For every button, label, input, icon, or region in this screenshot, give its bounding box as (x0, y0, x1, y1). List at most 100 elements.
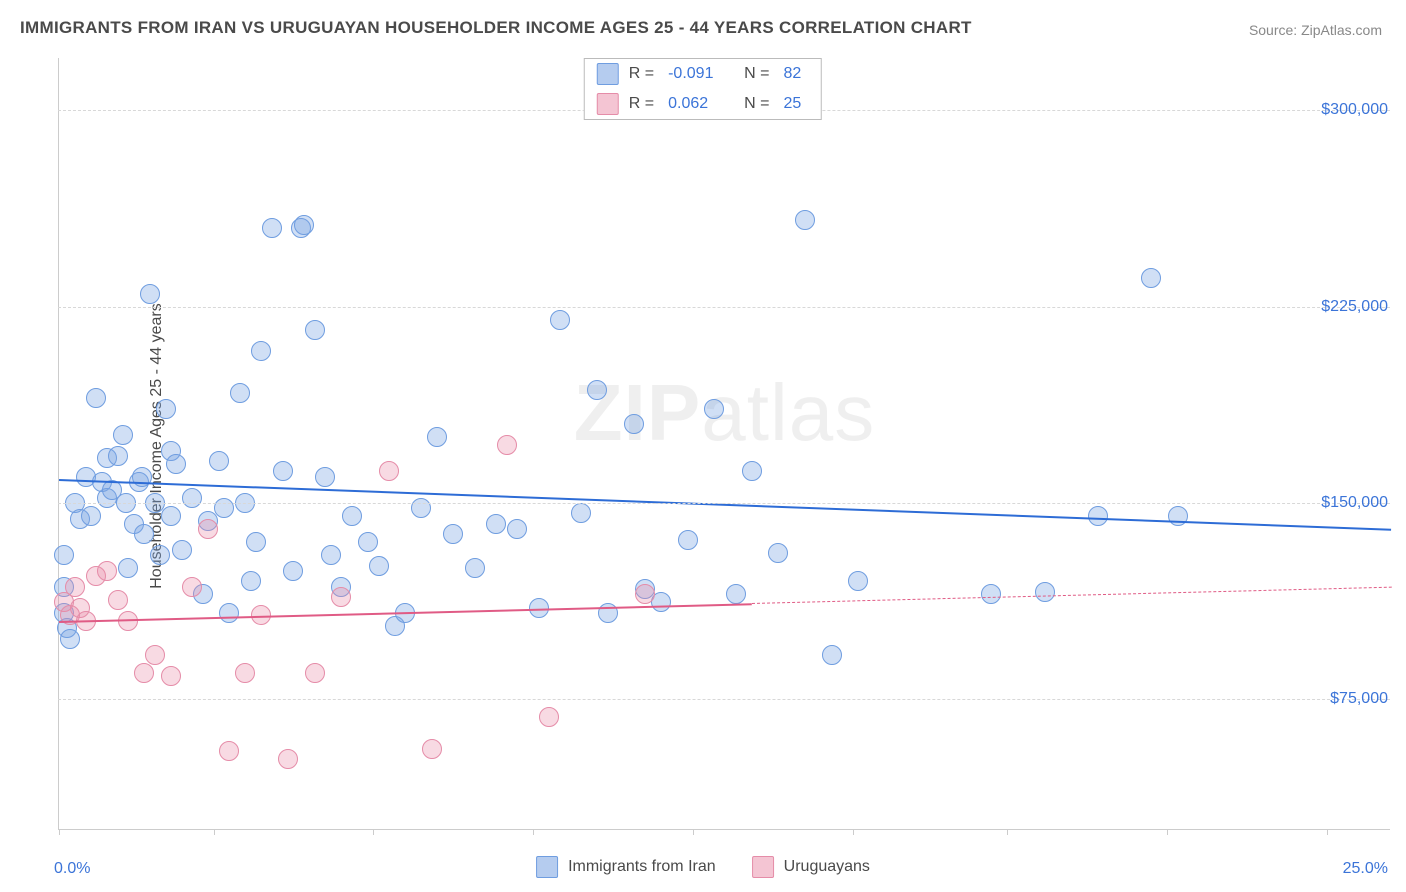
data-point (161, 506, 181, 526)
data-point (209, 451, 229, 471)
data-point (278, 749, 298, 769)
trend-line (59, 479, 1391, 531)
gridline (58, 307, 1390, 308)
legend-swatch (597, 63, 619, 85)
data-point (54, 545, 74, 565)
data-point (246, 532, 266, 552)
x-tick (59, 829, 60, 835)
x-tick (1327, 829, 1328, 835)
trend-line (59, 603, 752, 623)
data-point (981, 584, 1001, 604)
data-point (422, 739, 442, 759)
x-tick (214, 829, 215, 835)
n-value: 25 (783, 95, 801, 113)
legend-series-item: Uruguayans (752, 856, 870, 878)
n-label: N = (744, 95, 769, 113)
data-point (443, 524, 463, 544)
legend-swatch (752, 856, 774, 878)
data-point (97, 448, 117, 468)
data-point (118, 558, 138, 578)
data-point (624, 414, 644, 434)
legend-series-label: Immigrants from Iran (568, 858, 716, 876)
data-point (550, 310, 570, 330)
data-point (294, 215, 314, 235)
gridline (58, 503, 1390, 504)
data-point (369, 556, 389, 576)
data-point (529, 598, 549, 618)
data-point (172, 540, 192, 560)
data-point (241, 571, 261, 591)
data-point (315, 467, 335, 487)
data-point (124, 514, 144, 534)
chart-plot-area: ZIPatlas (58, 58, 1390, 830)
data-point (742, 461, 762, 481)
data-point (497, 435, 517, 455)
legend-series-item: Immigrants from Iran (536, 856, 716, 878)
data-point (182, 577, 202, 597)
data-point (539, 707, 559, 727)
gridline (58, 699, 1390, 700)
data-point (156, 399, 176, 419)
data-point (140, 284, 160, 304)
correlation-legend: R =-0.091N =82R =0.062N =25 (584, 58, 822, 120)
data-point (331, 587, 351, 607)
data-point (411, 498, 431, 518)
data-point (166, 454, 186, 474)
data-point (161, 666, 181, 686)
data-point (86, 566, 106, 586)
legend-correlation-row: R =0.062N =25 (585, 89, 821, 119)
data-point (161, 441, 181, 461)
x-tick (373, 829, 374, 835)
data-point (219, 603, 239, 623)
r-value: -0.091 (668, 65, 726, 83)
data-point (70, 598, 90, 618)
x-axis-max-label: 25.0% (1343, 860, 1388, 878)
data-point (587, 380, 607, 400)
data-point (651, 592, 671, 612)
data-point (65, 577, 85, 597)
data-point (193, 584, 213, 604)
y-tick-label: $150,000 (1321, 494, 1388, 512)
data-point (108, 590, 128, 610)
data-point (385, 616, 405, 636)
chart-title: IMMIGRANTS FROM IRAN VS URUGUAYAN HOUSEH… (20, 18, 972, 38)
data-point (321, 545, 341, 565)
data-point (305, 663, 325, 683)
x-tick (533, 829, 534, 835)
series-legend: Immigrants from Iran Uruguayans (536, 856, 870, 878)
legend-swatch (536, 856, 558, 878)
data-point (182, 488, 202, 508)
data-point (76, 467, 96, 487)
data-point (291, 218, 311, 238)
data-point (145, 645, 165, 665)
data-point (214, 498, 234, 518)
data-point (273, 461, 293, 481)
x-tick (693, 829, 694, 835)
data-point (113, 425, 133, 445)
data-point (342, 506, 362, 526)
data-point (86, 388, 106, 408)
data-point (795, 210, 815, 230)
y-tick-label: $225,000 (1321, 298, 1388, 316)
data-point (678, 530, 698, 550)
data-point (331, 577, 351, 597)
legend-swatch (597, 93, 619, 115)
watermark: ZIPatlas (574, 367, 875, 459)
data-point (486, 514, 506, 534)
r-label: R = (629, 65, 654, 83)
data-point (198, 519, 218, 539)
data-point (230, 383, 250, 403)
data-point (848, 571, 868, 591)
x-tick (1167, 829, 1168, 835)
trend-line (752, 587, 1391, 604)
data-point (283, 561, 303, 581)
data-point (1141, 268, 1161, 288)
legend-correlation-row: R =-0.091N =82 (585, 59, 821, 89)
data-point (507, 519, 527, 539)
data-point (358, 532, 378, 552)
data-point (235, 663, 255, 683)
legend-series-label: Uruguayans (784, 858, 870, 876)
source-attribution: Source: ZipAtlas.com (1249, 22, 1382, 38)
data-point (54, 577, 74, 597)
data-point (635, 584, 655, 604)
